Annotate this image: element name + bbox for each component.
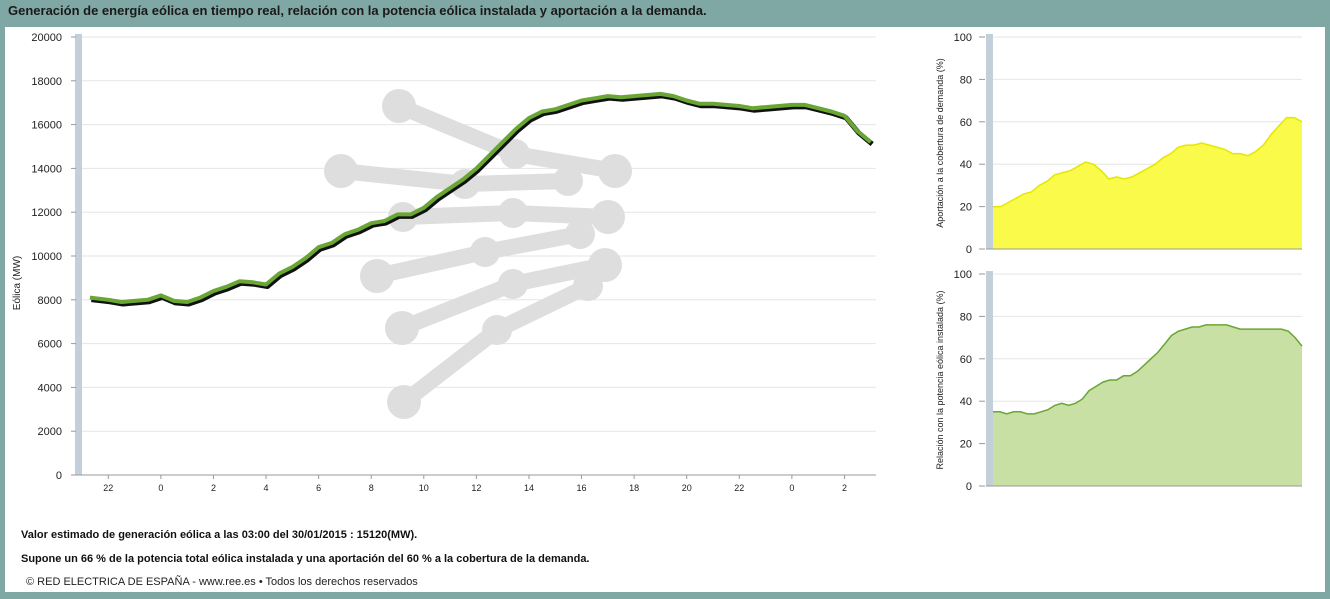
main-y-tick-label: 2000: [38, 426, 62, 438]
installed-chart-y-tick-label: 60: [960, 354, 972, 366]
main-x-tick-label: 22: [734, 483, 744, 493]
installed-chart-line: [993, 324, 1303, 415]
demand-chart-line: [993, 116, 1303, 208]
main-chart-y-axis-label: Eólica (MW): [12, 256, 23, 310]
main-chart-series: [89, 91, 874, 307]
demand-chart-y-tick-label: 20: [960, 202, 972, 214]
page-title: Generación de energía eólica en tiempo r…: [8, 3, 707, 18]
watermark-logo: [324, 89, 632, 419]
estimated-value-text: Valor estimado de generación eólica a la…: [21, 529, 418, 541]
main-y-tick-label: 8000: [38, 295, 62, 307]
main-x-tick-label: 0: [789, 483, 794, 493]
main-x-tick-label: 16: [577, 483, 587, 493]
main-x-tick-label: 0: [158, 483, 163, 493]
main-chart-axes: 0200040006000800010000120001400016000180…: [31, 32, 876, 493]
main-y-tick-label: 6000: [38, 339, 62, 351]
main-axis-band: [75, 34, 82, 475]
demand-chart-y-tick-label: 80: [960, 74, 972, 86]
main-y-tick-label: 4000: [38, 382, 62, 394]
installed-chart-y-tick-label: 80: [960, 311, 972, 323]
installed-chart-y-axis-label: Relación con la potencia eólica instalad…: [935, 290, 945, 469]
installed-chart-y-tick-label: 40: [960, 396, 972, 408]
demand-chart-area: [993, 117, 1302, 249]
installed-capacity-chart: 0 20 40 60 80 100: [954, 269, 1303, 493]
demand-coverage-chart: 0 20 40 60 80 100: [954, 32, 1303, 256]
main-x-tick-label: 22: [103, 483, 113, 493]
main-x-tick-label: 4: [264, 483, 269, 493]
demand-chart-y-tick-label: 100: [954, 32, 972, 44]
installed-chart-axis-band: [986, 271, 993, 486]
main-x-tick-label: 6: [316, 483, 321, 493]
main-x-tick-label: 18: [629, 483, 639, 493]
content-panel: 0 2000 4000 6000 8000 10000 12000 14000 16000 180…: [5, 27, 1325, 592]
main-x-tick-label: 2: [842, 483, 847, 493]
main-y-tick-label: 12000: [31, 207, 62, 219]
main-x-tick-label: 20: [682, 483, 692, 493]
installed-share-text: Supone un 66 % de la potencia total eóli…: [21, 553, 590, 565]
main-y-tick-label: 0: [56, 470, 62, 482]
main-x-tick-label: 12: [471, 483, 481, 493]
demand-chart-y-tick-label: 60: [960, 117, 972, 129]
main-x-tick-label: 8: [369, 483, 374, 493]
main-y-tick-label: 20000: [31, 32, 62, 44]
main-x-tick-label: 10: [419, 483, 429, 493]
main-x-tick-label: 14: [524, 483, 534, 493]
main-chart-gridlines: [82, 36, 876, 432]
installed-chart-y-tick-label: 0: [966, 481, 972, 493]
main-y-tick-label: 14000: [31, 163, 62, 175]
demand-chart-axis-band: [986, 34, 993, 249]
demand-chart-y-tick-label: 0: [966, 244, 972, 256]
demand-chart-y-axis-label: Aportación a la cobertura de demanda (%): [935, 58, 945, 228]
main-y-tick-label: 10000: [31, 251, 62, 263]
installed-chart-y-tick-label: 100: [954, 269, 972, 281]
wind-generation-line: [89, 91, 872, 304]
charts-canvas: 0200040006000800010000120001400016000180…: [12, 32, 1303, 493]
wind-generation-line-shadow: [91, 93, 874, 307]
main-y-tick-label: 18000: [31, 76, 62, 88]
main-chart-axis-band: [75, 34, 82, 475]
installed-chart-area: [993, 324, 1302, 486]
main-y-tick-label: 16000: [31, 120, 62, 132]
main-x-tick-label: 2: [211, 483, 216, 493]
demand-chart-y-tick-label: 40: [960, 159, 972, 171]
installed-chart-y-tick-label: 20: [960, 439, 972, 451]
copyright-footer: © RED ELECTRICA DE ESPAÑA - www.ree.es •…: [26, 576, 418, 588]
